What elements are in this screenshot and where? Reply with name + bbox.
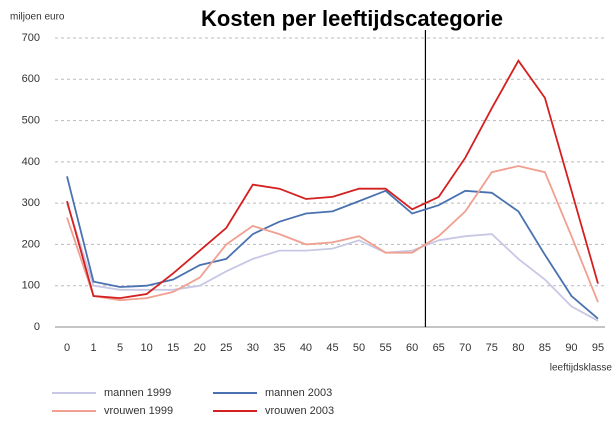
series-line — [66, 165, 599, 303]
y-tick-label: 100 — [22, 280, 40, 292]
legend-label: mannen 1999 — [104, 387, 171, 399]
x-tick-label: 5 — [117, 342, 123, 354]
chart-title: Kosten per leeftijdscategorie — [201, 6, 503, 31]
y-tick-label: 200 — [22, 238, 40, 250]
x-tick-label: 95 — [592, 342, 604, 354]
y-tick-label: 300 — [22, 197, 40, 209]
y-tick-label: 400 — [22, 156, 40, 168]
x-tick-label: 80 — [512, 342, 524, 354]
x-tick-label: 60 — [406, 342, 418, 354]
y-tick-label: 700 — [22, 32, 40, 44]
x-tick-label: 1 — [90, 342, 96, 354]
x-tick-label: 55 — [379, 342, 391, 354]
x-tick-label: 25 — [220, 342, 232, 354]
x-tick-label: 85 — [539, 342, 551, 354]
x-tick-label: 15 — [167, 342, 179, 354]
legend-label: vrouwen 2003 — [265, 405, 334, 417]
x-tick-label: 40 — [300, 342, 312, 354]
legend-label: vrouwen 1999 — [104, 405, 173, 417]
x-tick-label: 65 — [433, 342, 445, 354]
series-line — [66, 59, 599, 300]
x-axis-label: leeftijdsklasse — [550, 363, 613, 374]
x-tick-label: 45 — [326, 342, 338, 354]
x-tick-label: 35 — [273, 342, 285, 354]
x-tick-label: 30 — [247, 342, 259, 354]
x-tick-label: 20 — [194, 342, 206, 354]
x-tick-label: 70 — [459, 342, 471, 354]
y-tick-label: 0 — [34, 321, 40, 333]
x-tick-label: 50 — [353, 342, 365, 354]
legend-label: mannen 2003 — [265, 387, 332, 399]
series-line — [66, 202, 599, 322]
x-tick-label: 90 — [565, 342, 577, 354]
x-tick-label: 10 — [141, 342, 153, 354]
y-tick-label: 500 — [22, 114, 40, 126]
series-line — [66, 176, 599, 320]
x-tick-label: 0 — [64, 342, 70, 354]
y-tick-label: 600 — [22, 73, 40, 85]
x-tick-label: 75 — [486, 342, 498, 354]
y-axis-label: miljoen euro — [10, 12, 65, 23]
